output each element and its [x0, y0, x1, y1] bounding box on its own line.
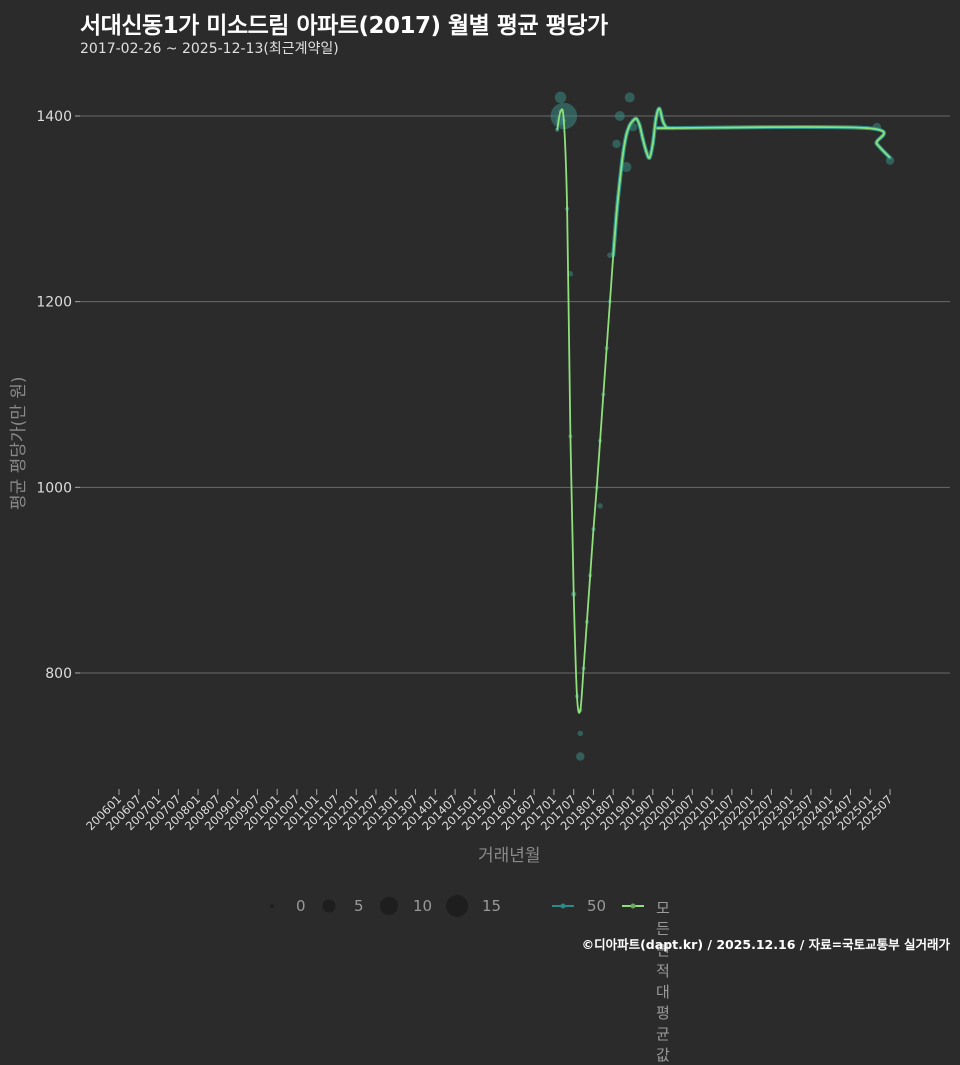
- chart-subtitle: 2017-02-26 ~ 2025-12-13(최근계약일): [80, 41, 339, 57]
- transaction-point: [567, 271, 574, 277]
- line-average-all: [556, 107, 891, 714]
- legend-series-50: 50: [587, 897, 607, 915]
- chart-title: 서대신동1가 미소드림 아파트(2017) 월별 평균 평당가: [80, 13, 608, 39]
- y-axis-ticks: 800 1000 1200 1400: [36, 109, 80, 682]
- legend-series-average: 모든 면적대 평균값: [656, 899, 670, 1064]
- transaction-point: [614, 111, 625, 121]
- y-tick-label: 1400: [36, 109, 72, 125]
- transaction-point: [607, 252, 613, 258]
- transaction-point: [597, 503, 603, 509]
- x-axis-ticks: 2006012006072007012007072008012008072009…: [83, 789, 895, 833]
- scatter-points-area-50: [550, 91, 895, 761]
- legend-size-10: 10: [413, 897, 433, 915]
- transaction-point: [624, 92, 635, 103]
- legend-size-15: 15: [482, 897, 502, 915]
- y-tick-label: 1200: [36, 295, 72, 311]
- transaction-point: [554, 91, 567, 104]
- transaction-point: [612, 139, 621, 149]
- footer-credit: ©디아파트(dapt.kr) / 2025.12.16 / 자료=국토교통부 실…: [581, 937, 950, 952]
- plot-area: 800 1000 1200 1400 200601200607200701200707…: [36, 91, 950, 833]
- legend-size-5: 5: [354, 897, 364, 915]
- grid-lines: [80, 115, 950, 674]
- y-tick-label: 800: [45, 666, 72, 682]
- transaction-point: [577, 730, 584, 737]
- x-axis-label: 거래년월: [478, 846, 541, 866]
- legend-glyphs: [270, 895, 644, 917]
- transaction-point: [576, 752, 585, 761]
- legend-size-0: 0: [296, 897, 306, 915]
- transaction-point: [621, 162, 632, 173]
- y-tick-label: 1000: [36, 480, 72, 496]
